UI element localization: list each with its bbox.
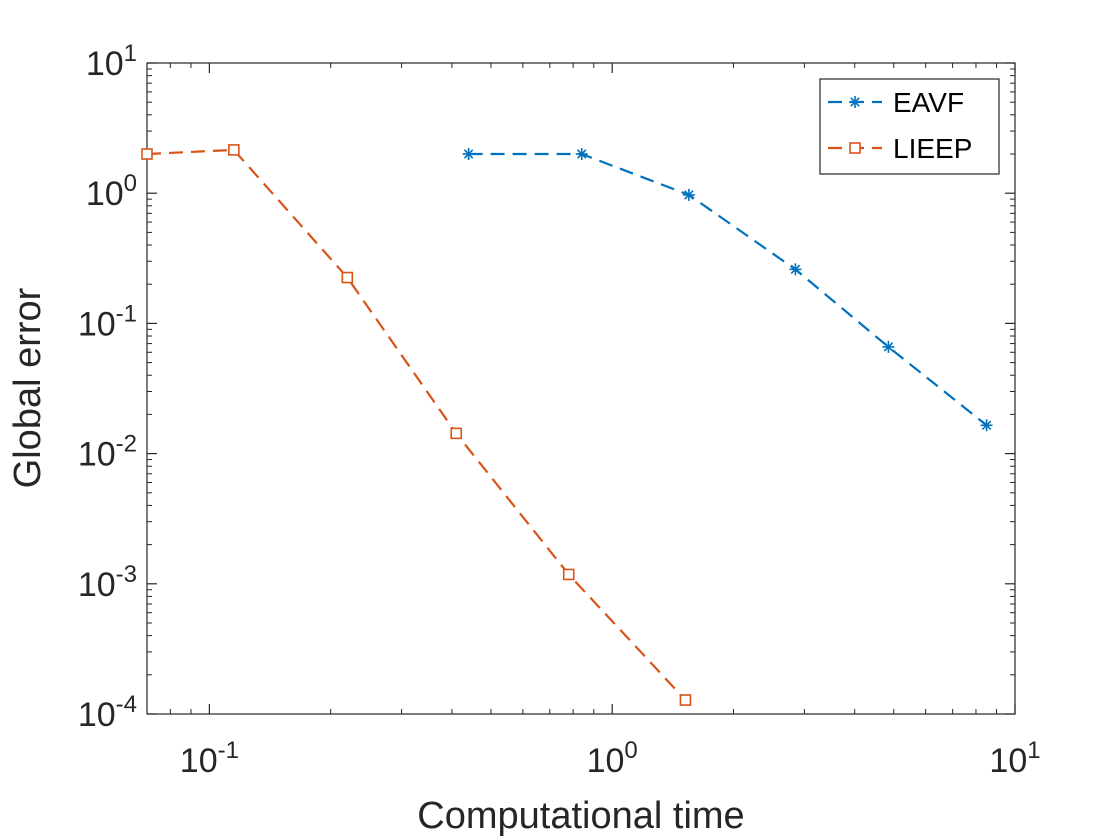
data-point-eavf	[789, 263, 802, 276]
data-point-lieep	[562, 568, 575, 581]
series-layer	[141, 144, 993, 706]
series-line-lieep	[146, 148, 687, 701]
data-point-lieep	[450, 427, 463, 440]
y-ticks: 10-4 10-3 10-2 10-1 100 101	[78, 40, 1015, 734]
legend-label-eavf: EAVF	[893, 87, 964, 118]
legend-label-lieep: LIEEP	[893, 133, 972, 164]
data-point-lieep	[228, 144, 240, 156]
data-point-eavf	[575, 148, 588, 161]
data-point-lieep	[679, 694, 692, 706]
data-point-lieep	[141, 148, 153, 160]
y-tick-label: 10-1	[78, 300, 137, 343]
x-tick-label: 100	[587, 737, 638, 780]
legend-marker-lieep	[849, 142, 861, 154]
data-point-eavf	[980, 419, 993, 432]
legend-box	[819, 78, 1000, 175]
y-tick-label: 101	[86, 40, 137, 83]
data-point-eavf	[882, 340, 895, 353]
y-tick-label: 10-3	[78, 561, 137, 604]
series-line-eavf	[468, 152, 988, 427]
y-tick-label: 100	[86, 170, 137, 213]
x-tick-label: 101	[989, 737, 1040, 780]
x-tick-label: 10-1	[180, 737, 239, 780]
data-point-eavf	[682, 188, 695, 201]
legend-marker-eavf	[849, 96, 861, 108]
legend: EAVF LIEEP	[819, 78, 1000, 175]
minor-ticks	[146, 63, 1015, 714]
y-axis-label: Global error	[7, 287, 49, 488]
y-tick-label: 10-2	[78, 431, 137, 474]
x-ticks: 10-1 100 101	[180, 63, 1041, 780]
legend-entries: EAVF LIEEP	[828, 87, 972, 164]
data-point-lieep	[341, 271, 354, 284]
data-point-eavf	[462, 148, 475, 161]
x-axis-label: Computational time	[417, 795, 744, 837]
y-tick-label: 10-4	[78, 691, 137, 734]
